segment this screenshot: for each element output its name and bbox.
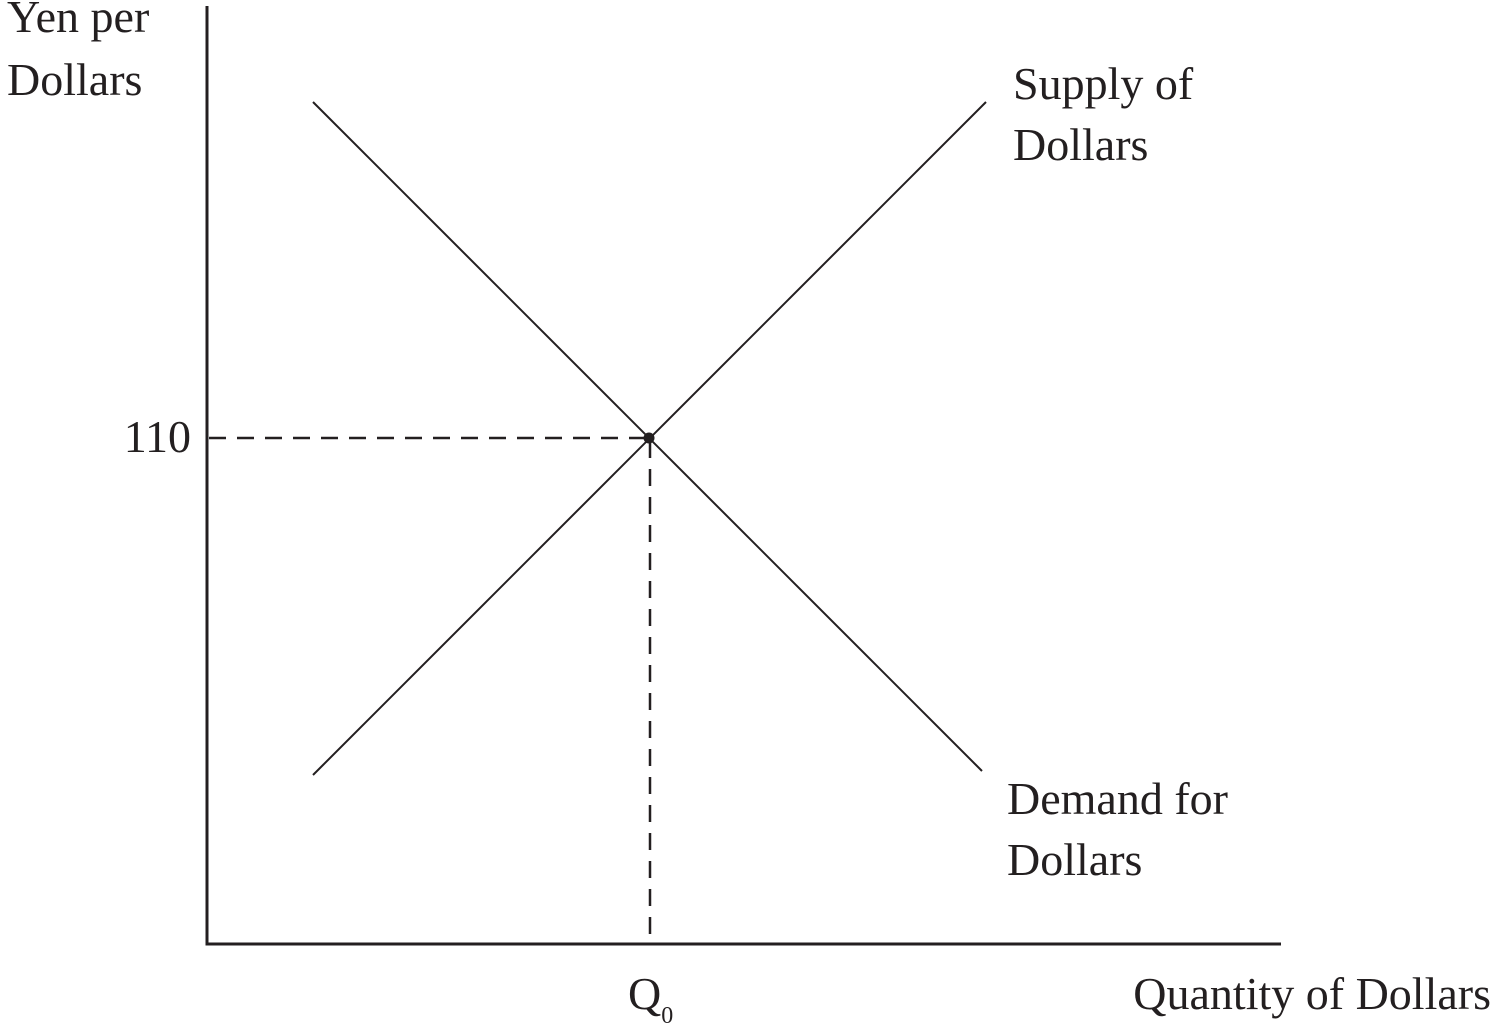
- demand-curve-label: Demand for Dollars: [1007, 773, 1239, 885]
- x-axis-label: Quantity of Dollars: [1133, 968, 1491, 1019]
- y-axis-label-line-1: Yen per: [7, 0, 149, 42]
- demand-curve-label-line-1: Demand for: [1007, 773, 1228, 824]
- equilibrium-quantity-subscript: 0: [661, 1003, 673, 1025]
- demand-curve-label-line-2: Dollars: [1007, 834, 1142, 885]
- supply-curve-label-line-1: Supply of: [1013, 58, 1194, 109]
- supply-curve-label-line-2: Dollars: [1013, 119, 1148, 170]
- y-axis-label-line-2: Dollars: [7, 54, 142, 105]
- equilibrium-quantity-label: Q0: [628, 968, 673, 1025]
- equilibrium-price-label: 110: [124, 411, 191, 462]
- equilibrium-quantity-main: Q: [628, 968, 661, 1019]
- supply-curve-label: Supply of Dollars: [1013, 58, 1205, 170]
- y-axis-label: Yen per Dollars: [7, 0, 161, 105]
- equilibrium-point: [643, 432, 655, 444]
